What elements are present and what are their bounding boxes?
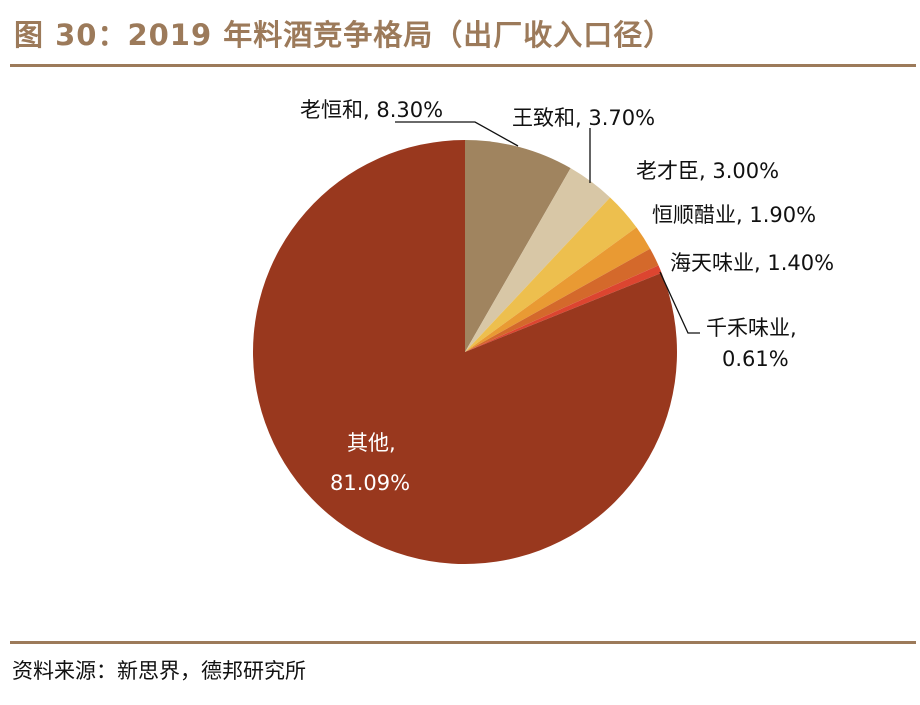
leader-line-2: [659, 271, 700, 334]
figure-title: 图 30：2019 年料酒竞争格局（出厂收入口径）: [14, 18, 674, 52]
data-label: 其他,: [347, 431, 396, 455]
pie-slice-4: [465, 248, 659, 352]
data-label: 0.61%: [722, 347, 789, 371]
pie-slice-0: [465, 140, 571, 352]
data-label: 恒顺醋业, 1.90%: [652, 203, 816, 227]
source-divider: [10, 641, 916, 644]
source-note: 资料来源：新思界，德邦研究所: [12, 659, 306, 683]
data-label: 千禾味业,: [706, 316, 797, 340]
data-label: 81.09%: [330, 471, 410, 495]
pie-slice-5: [465, 265, 662, 352]
data-label: 海天味业, 1.40%: [670, 251, 834, 275]
pie-slice-2: [465, 197, 637, 352]
pie-slice-6: [253, 140, 677, 565]
data-label: 老恒和, 8.30%: [300, 98, 443, 122]
data-label: 老才臣, 3.00%: [636, 159, 779, 183]
data-label: 王致和, 3.70%: [512, 106, 655, 130]
leader-line-0: [395, 121, 519, 147]
title-divider: [10, 64, 916, 67]
pie-slice-3: [465, 227, 651, 352]
pie-slice-1: [465, 168, 611, 352]
